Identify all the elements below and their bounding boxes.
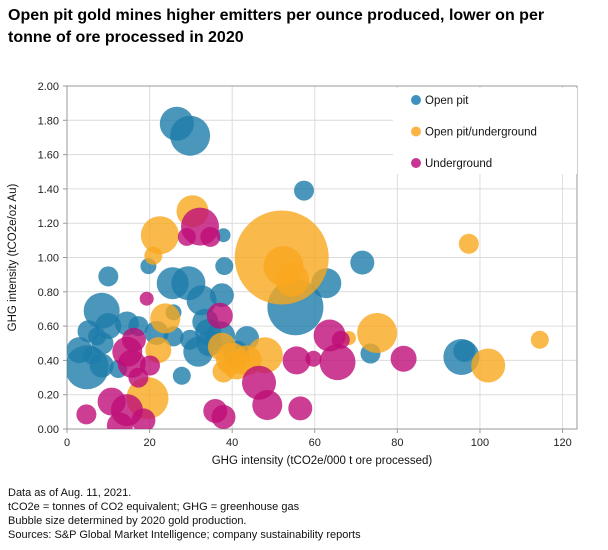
footer-line: Sources: S&P Global Market Intelligence;…: [8, 529, 361, 541]
footer-line: Data as of Aug. 11, 2021.: [8, 487, 132, 499]
y-tick-label: 1.60: [38, 150, 59, 162]
footer-line: tCO2e = tonnes of CO2 equivalent; GHG = …: [8, 501, 300, 513]
bubble: [252, 390, 283, 420]
bubble: [177, 227, 196, 246]
bubble: [200, 226, 221, 247]
bubble: [350, 250, 375, 275]
x-tick-label: 40: [226, 437, 238, 449]
bubble: [275, 262, 310, 297]
x-tick-label: 0: [64, 437, 70, 449]
x-tick-label: 100: [471, 437, 489, 449]
bubble: [121, 327, 146, 352]
bubble: [530, 330, 549, 349]
x-axis-title: GHG intensity (tCO2e/000 t ore processed…: [212, 455, 433, 467]
bubble-chart: 0 20 40 60 80 100 120 0.00 0.20 0.40 0.60 0.80 1.00 1…: [7, 81, 578, 467]
y-tick-label: 0.00: [38, 424, 59, 436]
bubble: [357, 313, 398, 353]
y-tick-label: 2.00: [38, 81, 59, 93]
bubble: [471, 348, 506, 383]
legend-dot-icon: [411, 95, 421, 105]
bubble-layer: [67, 106, 549, 429]
bubble: [331, 330, 350, 349]
bubble: [106, 412, 133, 429]
x-tick-label: 120: [553, 437, 571, 449]
legend-item: Underground: [411, 158, 492, 170]
bubble: [98, 266, 119, 287]
bubble: [144, 246, 163, 265]
bubble: [97, 387, 126, 416]
bubble: [453, 340, 476, 362]
bubble: [211, 405, 236, 429]
bubble: [212, 360, 235, 383]
y-tick-label: 1.20: [38, 218, 59, 230]
y-tick-label: 0.40: [38, 355, 59, 367]
bubble: [131, 408, 156, 429]
y-tick-label: 1.80: [38, 115, 59, 127]
bubble: [206, 302, 233, 329]
bubble: [88, 327, 107, 346]
legend-label: Open pit: [425, 95, 469, 107]
bubble: [140, 216, 179, 255]
bubble: [186, 285, 217, 316]
bubble: [150, 303, 181, 334]
x-tick-label: 20: [143, 437, 155, 449]
legend-item: Open pit: [411, 95, 469, 107]
bubble: [390, 345, 417, 372]
bubble: [128, 367, 149, 388]
bubble: [159, 106, 194, 141]
bubble: [319, 344, 356, 381]
x-tick-label: 60: [309, 437, 321, 449]
y-tick-label: 1.00: [38, 253, 59, 265]
chart-footnotes: Data as of Aug. 11, 2021. tCO2e = tonnes …: [8, 486, 600, 542]
y-tick-label: 1.40: [38, 184, 59, 196]
legend-item: Open pit/underground: [411, 126, 537, 139]
bubble: [209, 283, 234, 308]
bubble: [458, 233, 479, 254]
bubble: [282, 346, 311, 375]
legend-background: [393, 88, 577, 174]
series-underground: [76, 207, 417, 429]
bubble: [288, 396, 313, 421]
chart-title: Open pit gold mines higher emitters per …: [8, 7, 545, 47]
bubble: [215, 257, 234, 276]
y-axis-title: GHG intensity (tCO2e/oz Au): [7, 184, 19, 332]
footer-line: Bubble size determined by 2020 gold prod…: [8, 515, 247, 527]
legend-dot-icon: [411, 158, 421, 168]
legend-label: Underground: [425, 158, 492, 170]
y-tick-label: 0.60: [38, 321, 59, 333]
legend-label: Open pit/underground: [425, 127, 537, 139]
bubble: [82, 346, 101, 365]
bubble: [294, 180, 314, 201]
bubble: [172, 366, 191, 385]
legend-dot-icon: [411, 126, 421, 137]
bubble: [305, 350, 322, 367]
y-tick-label: 0.20: [38, 390, 59, 402]
bubble: [139, 291, 154, 306]
x-tick-label: 80: [391, 437, 403, 449]
bubble: [207, 332, 236, 361]
y-tick-label: 0.80: [38, 287, 59, 299]
bubble: [76, 404, 97, 425]
bubble: [180, 329, 201, 350]
bubble: [156, 267, 189, 300]
